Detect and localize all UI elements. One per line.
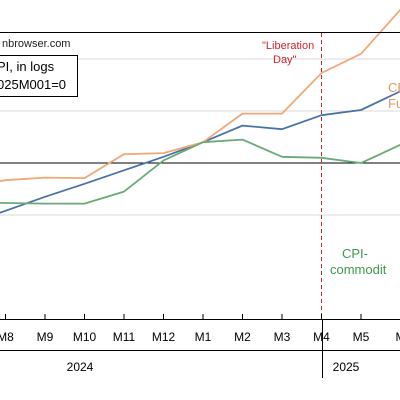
green-series-label-line1: CPI-	[342, 246, 368, 261]
orange-series-label-line1: CP	[388, 80, 400, 95]
x-tick-label-M11: M11	[113, 330, 136, 344]
orange-series-line	[0, 9, 400, 182]
orange-series-label-line2: Fu	[388, 96, 400, 111]
liberation-day-label-line2: Day"	[273, 54, 297, 66]
legend-line-1: PI, in logs	[0, 59, 55, 74]
green-series-label-line2: commodit	[330, 262, 387, 277]
x-axis-ticks: M8 M9 M10 M11 M12 M1 M2 M3 M4 M5 M	[0, 314, 400, 344]
series-lines	[0, 9, 400, 214]
x-tick-label-M1: M1	[195, 330, 212, 344]
liberation-day-label-line1: "Liberation	[262, 40, 314, 52]
x-tick-label-M4: M4	[313, 330, 330, 344]
x-tick-label-M: M	[396, 330, 400, 344]
year-label-2024: 2024	[67, 360, 94, 374]
x-tick-label-M3: M3	[274, 330, 291, 344]
x-tick-label-M10: M10	[73, 330, 97, 344]
legend-line-2: 025M001=0	[0, 77, 67, 92]
x-tick-label-M9: M9	[37, 330, 54, 344]
year-label-2025: 2025	[333, 360, 360, 374]
green-series-line	[0, 138, 400, 205]
x-tick-label-M2: M2	[234, 330, 251, 344]
legend-box: PI, in logs 025M001=0	[0, 55, 78, 97]
x-tick-label-M8: M8	[0, 330, 14, 344]
source-text: nbrowser.com	[2, 38, 71, 50]
blue-series-line	[0, 90, 400, 214]
x-tick-label-M5: M5	[353, 330, 370, 344]
x-tick-label-M12: M12	[152, 330, 176, 344]
